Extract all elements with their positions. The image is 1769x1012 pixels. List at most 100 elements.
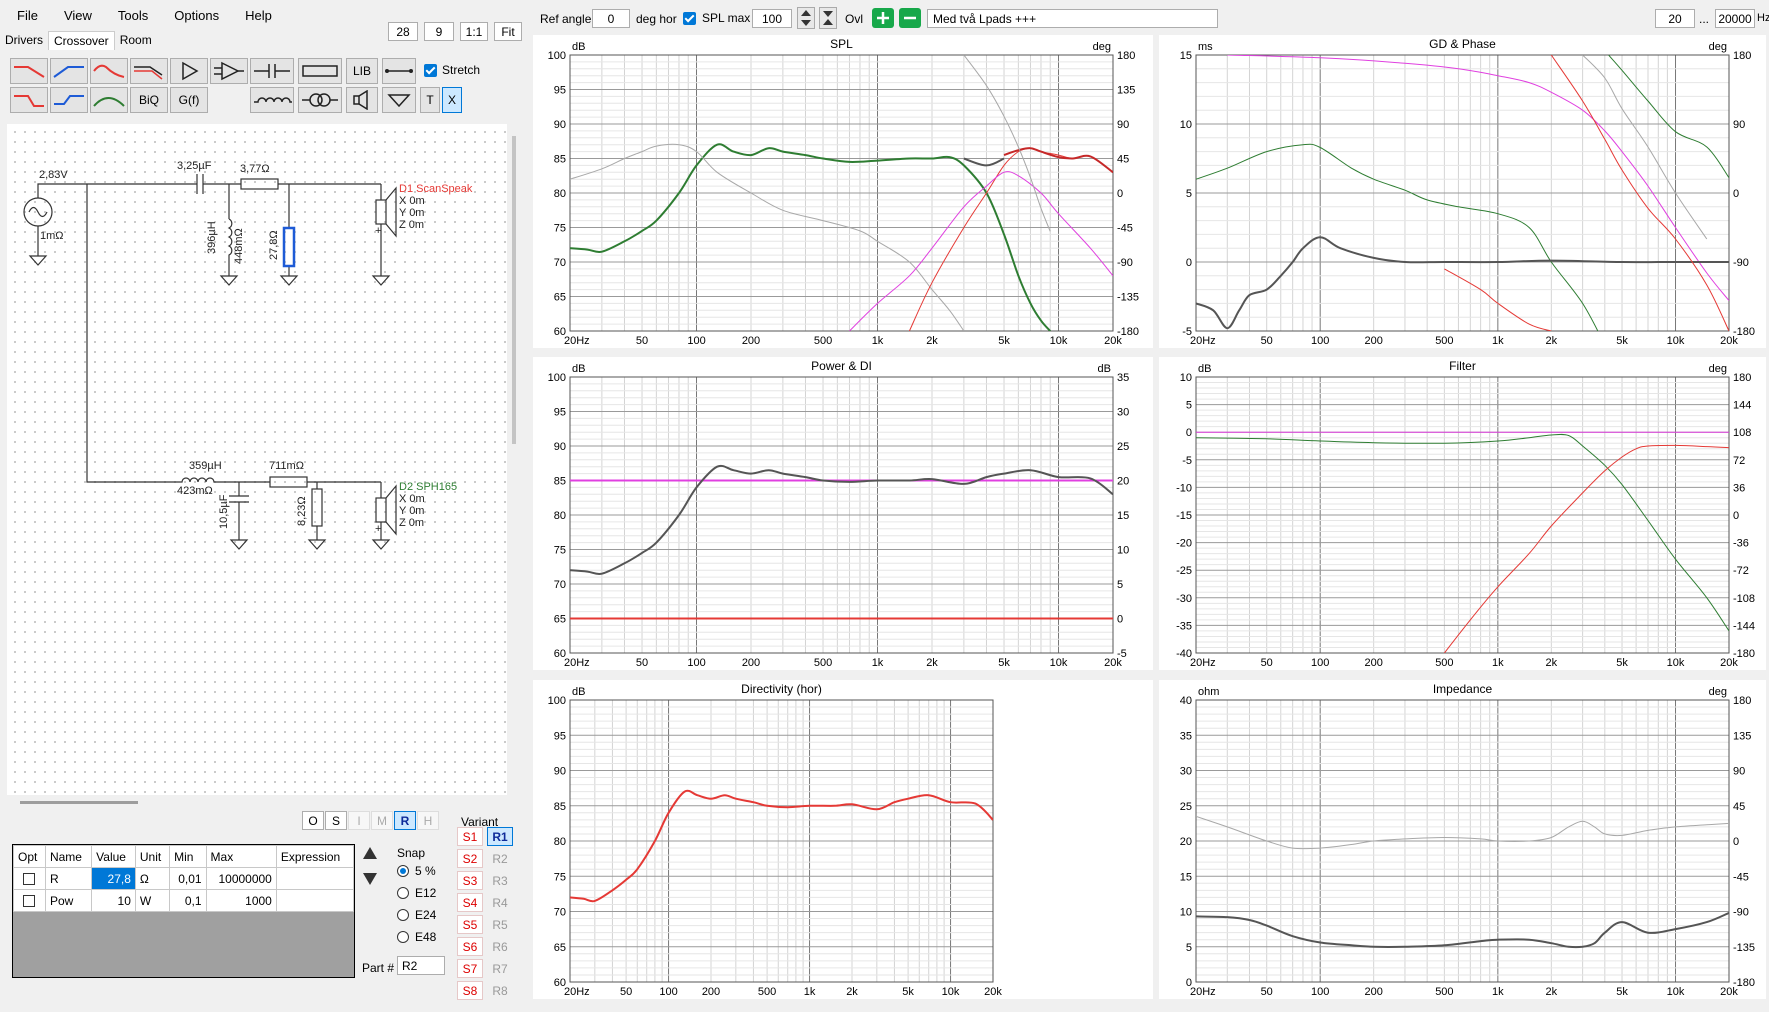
param-value-field[interactable]: 10 (91, 889, 136, 912)
transfer-function-button[interactable]: G(f) (170, 87, 208, 113)
directivity-chart[interactable]: Directivity (hor) dB 60 65 70 75 80 85 90 95 100 20… (533, 680, 1153, 999)
variant-s8-button[interactable]: S8 (457, 981, 483, 1000)
param-max-field[interactable]: 10000000 (205, 867, 277, 890)
project-name-field[interactable]: Med två Lpads +++ (927, 9, 1218, 28)
mode-r-button[interactable]: R (394, 811, 416, 830)
snap-e24-radio[interactable]: E24 (397, 908, 436, 922)
zoom-b-field[interactable]: 9 (424, 22, 454, 41)
zoom-a-field[interactable]: 28 (388, 22, 418, 41)
filter-chart[interactable]: Filter dB deg -40 -35 -30 -25 -20 -15 -10 -5 0 5 10 -1… (1159, 357, 1766, 670)
schematic-scrollbar-horizontal[interactable] (20, 801, 138, 804)
snap-e12-radio[interactable]: E12 (397, 886, 436, 900)
bandpass-green-button[interactable] (90, 87, 128, 113)
schematic-canvas[interactable]: 2,83V 1mΩ 3,25µF 3,77Ω 396µH 448mΩ 27,8Ω… (7, 124, 507, 795)
ref-angle-field[interactable]: 0 (592, 9, 630, 28)
table-row[interactable]: Pow 10 W 0,1 1000 (13, 889, 355, 912)
bandpass-red-button[interactable] (90, 58, 128, 84)
variant-s3-button[interactable]: S3 (457, 871, 483, 890)
mode-m-button[interactable]: M (371, 811, 393, 830)
spl-max-field[interactable]: 100 (752, 9, 792, 28)
driver-button[interactable] (346, 87, 378, 113)
schematic-scrollbar-vertical[interactable] (512, 136, 516, 444)
notch-button[interactable] (130, 58, 168, 84)
x-tick-label: 5k (1616, 986, 1628, 998)
param-expression-field[interactable] (275, 889, 355, 912)
variant-r3-button[interactable]: R3 (492, 873, 508, 888)
spl-max-toggle[interactable]: SPL max (683, 11, 750, 25)
biquad-button[interactable]: BiQ (130, 87, 168, 113)
spl-max-spinner[interactable] (797, 7, 815, 32)
remove-overlay-button[interactable] (899, 8, 921, 31)
variant-s1-button[interactable]: S1 (457, 827, 483, 846)
param-min-field[interactable]: 0,1 (169, 889, 207, 912)
stretch-toggle[interactable]: Stretch (424, 63, 480, 77)
wire-button[interactable] (382, 58, 416, 84)
menu-view[interactable]: View (63, 8, 92, 23)
variant-r5-button[interactable]: R5 (492, 917, 508, 932)
opt-checkbox[interactable] (23, 873, 36, 886)
table-row[interactable]: R 27,8 Ω 0,01 10000000 (13, 867, 355, 890)
variant-r8-button[interactable]: R8 (492, 983, 508, 998)
transformer-button[interactable] (298, 87, 342, 113)
param-max-field[interactable]: 1000 (205, 889, 277, 912)
variant-s4-button[interactable]: S4 (457, 893, 483, 912)
lowpass-red-button[interactable] (10, 58, 48, 84)
param-min-field[interactable]: 0,01 (169, 867, 207, 890)
lib-button[interactable]: LIB (346, 58, 378, 84)
power-di-chart[interactable]: Power & DI dB dB 60 65 70 75 80 85 90 95 100 -5 0 5 10 1… (533, 357, 1153, 670)
delete-button[interactable]: X (442, 87, 462, 113)
capacitor-button[interactable] (250, 58, 294, 84)
freq-max-field[interactable]: 20000 (1715, 9, 1755, 28)
inductor-button[interactable] (250, 87, 294, 113)
variant-r2-button[interactable]: R2 (492, 851, 508, 866)
tab-room[interactable]: Room (119, 33, 152, 47)
param-expression-field[interactable] (275, 867, 355, 890)
text-button[interactable]: T (420, 87, 440, 113)
resistor-button[interactable] (298, 58, 342, 84)
stretch-checkbox[interactable] (424, 63, 437, 77)
mode-s-button[interactable]: S (325, 811, 347, 830)
zoom-1-1-button[interactable]: 1:1 (460, 22, 488, 41)
ground-button[interactable] (382, 87, 416, 113)
menu-file[interactable]: File (17, 8, 38, 23)
tab-crossover[interactable]: Crossover (48, 31, 115, 50)
impedance-chart[interactable]: Impedance ohm deg 0 5 10 15 20 25 30 35 40 -180 -135 -… (1159, 680, 1766, 999)
autoscale-button[interactable] (819, 7, 837, 32)
snap-e48-radio[interactable]: E48 (397, 930, 436, 944)
move-down-button[interactable] (362, 872, 378, 889)
move-up-button[interactable] (362, 846, 378, 863)
mode-h-button[interactable]: H (417, 811, 439, 830)
variant-r1-button[interactable]: R1 (487, 827, 513, 846)
variant-s2-button[interactable]: S2 (457, 849, 483, 868)
part-number-field[interactable]: R2 (397, 956, 445, 975)
highpass-blue-2-button[interactable] (50, 87, 88, 113)
variant-s6-button[interactable]: S6 (457, 937, 483, 956)
highpass-blue-button[interactable] (50, 58, 88, 84)
spl-chart[interactable]: SPL dB deg 60 65 70 75 80 85 90 95 100 -180 -135 -90 -4… (533, 35, 1153, 348)
snap-5-percent-radio[interactable]: 5 % (397, 864, 436, 878)
amplifier-button[interactable] (170, 58, 208, 84)
tab-drivers[interactable]: Drivers (5, 33, 43, 47)
variant-r7-button[interactable]: R7 (492, 961, 508, 976)
param-unit: W (134, 889, 171, 912)
lowpass-red-2-button[interactable] (10, 87, 48, 113)
selected-resistor-r2[interactable] (282, 226, 296, 268)
mode-o-button[interactable]: O (302, 811, 324, 830)
gd-phase-chart[interactable]: GD & Phase ms deg -5 0 5 10 15 -180 -90 0 90 180 20Hz… (1159, 35, 1766, 348)
freq-min-field[interactable]: 20 (1655, 9, 1695, 28)
menu-tools[interactable]: Tools (117, 8, 149, 23)
menu-help[interactable]: Help (245, 8, 272, 23)
spl-max-checkbox[interactable] (683, 11, 696, 25)
buffer-button[interactable] (210, 58, 248, 84)
opt-checkbox[interactable] (23, 895, 36, 908)
variant-r6-button[interactable]: R6 (492, 939, 508, 954)
variant-r4-button[interactable]: R4 (492, 895, 508, 910)
param-value-field[interactable]: 27,8 (91, 867, 136, 890)
variant-s5-button[interactable]: S5 (457, 915, 483, 934)
menu-options[interactable]: Options (174, 8, 220, 23)
variant-s7-button[interactable]: S7 (457, 959, 483, 978)
mode-i-button[interactable]: I (348, 811, 370, 830)
add-overlay-button[interactable] (872, 8, 894, 31)
zoom-fit-button[interactable]: Fit (494, 22, 522, 41)
